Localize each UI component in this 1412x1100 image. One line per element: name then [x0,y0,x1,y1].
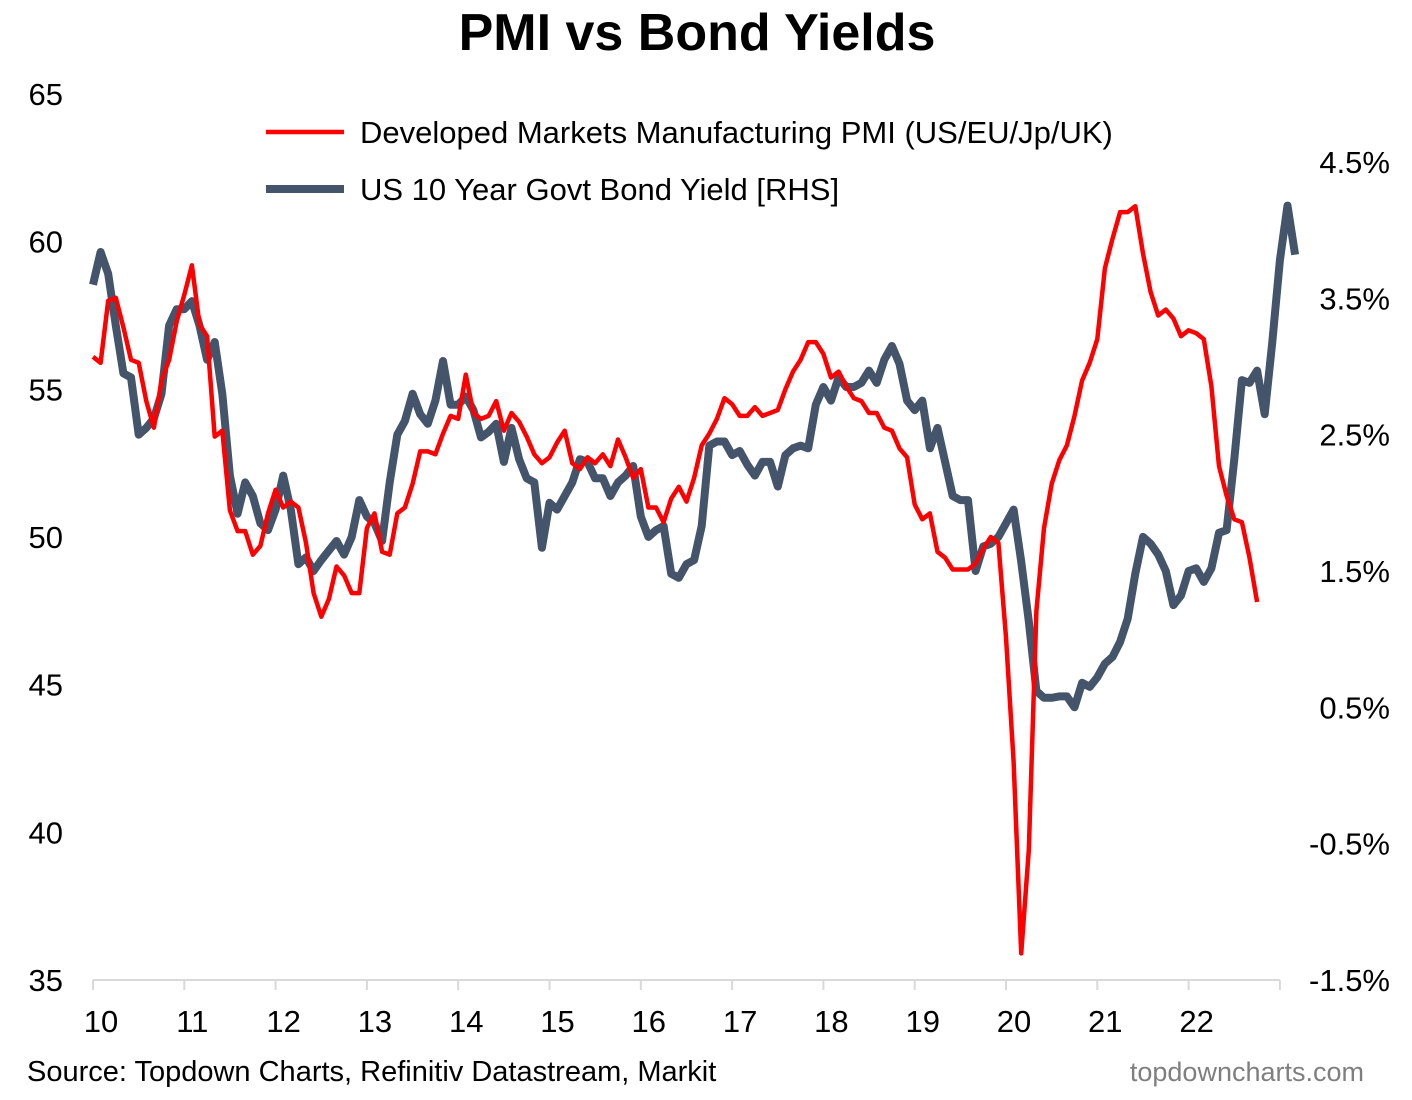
left-tick-label: 45 [29,668,63,703]
x-tick-label: 16 [632,1004,666,1039]
x-axis: 10 11 12 13 14 15 16 17 18 19 20 21 22 [84,980,1281,1039]
right-tick-label: 0.5% [1319,690,1390,725]
x-tick-label: 10 [84,1004,118,1039]
x-tick-label: 22 [1179,1004,1213,1039]
left-tick-label: 55 [29,372,63,407]
right-tick-label: 4.5% [1319,145,1390,180]
left-tick-label: 65 [29,77,63,112]
legend-label-pmi: Developed Markets Manufacturing PMI (US/… [360,115,1113,150]
right-axis: -1.5% -0.5% 0.5% 1.5% 2.5% 3.5% 4.5% [1309,145,1390,998]
source-note: Source: Topdown Charts, Refinitiv Datast… [27,1056,716,1088]
legend-label-yield: US 10 Year Govt Bond Yield [RHS] [360,172,839,207]
x-tick-label: 17 [723,1004,757,1039]
x-tick-label: 18 [814,1004,848,1039]
x-tick-label: 12 [266,1004,300,1039]
x-tick-label: 11 [176,1004,208,1039]
x-tick-label: 19 [905,1004,939,1039]
series-line-dm-pmi [91,203,1260,956]
x-tick-label: 15 [540,1004,574,1039]
right-tick-label: 2.5% [1319,418,1390,453]
left-axis: 35 40 45 50 55 60 65 [29,77,63,998]
x-tick-label: 20 [997,1004,1031,1039]
legend: Developed Markets Manufacturing PMI (US/… [266,115,1113,207]
x-tick-label: 21 [1088,1004,1122,1039]
right-tick-label: -0.5% [1309,827,1390,862]
x-tick-label: 13 [358,1004,392,1039]
chart-title: PMI vs Bond Yields [459,4,936,62]
site-credit: topdowncharts.com [1130,1057,1364,1087]
right-tick-label: 3.5% [1319,281,1390,316]
left-tick-label: 35 [29,963,63,998]
right-tick-label: 1.5% [1319,554,1390,589]
x-tick-label: 14 [449,1004,483,1039]
series-line-us-10y-yield [89,201,1300,712]
left-tick-label: 40 [29,815,63,850]
left-tick-label: 60 [29,225,63,260]
right-tick-label: -1.5% [1309,963,1390,998]
left-tick-label: 50 [29,520,63,555]
